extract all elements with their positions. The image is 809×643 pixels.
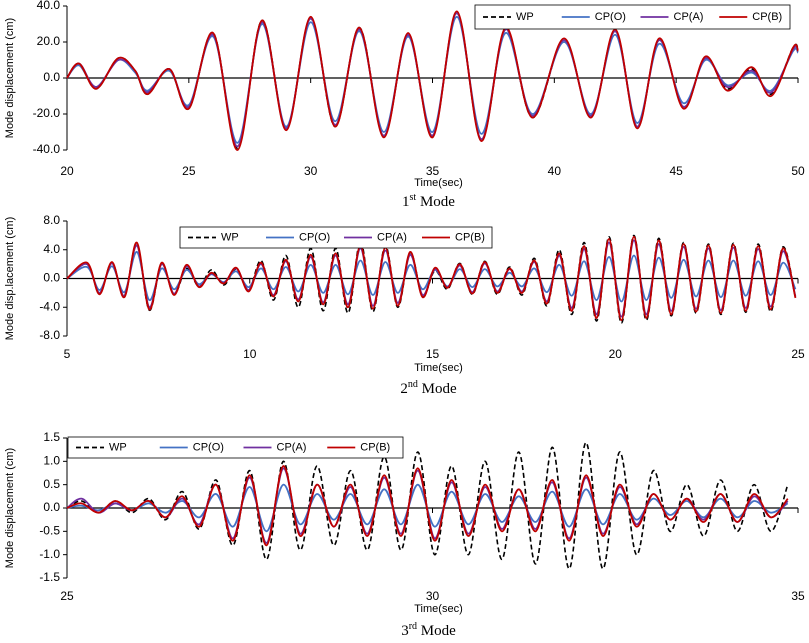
y-tick-label: 0.5 [43,477,60,491]
legend-label: CP(O) [193,441,224,453]
y-tick-label: -0.5 [39,524,60,538]
x-tick-label: 45 [669,164,683,178]
caption-number: 1 [402,194,410,210]
x-axis-label: Time(sec) [414,177,462,189]
y-tick-label: 40.0 [37,0,61,12]
caption: 3rd Mode [401,621,456,639]
x-tick-label: 25 [182,164,196,178]
x-tick-label: 20 [60,164,74,178]
y-tick-label: -40.0 [33,142,61,156]
x-tick-label: 15 [426,347,440,361]
y-tick-label: 0.0 [43,70,60,84]
legend-label: CP(A) [277,441,307,453]
legend-label: WP [221,231,239,243]
caption-text: Mode [421,623,456,639]
y-tick-label: 0.0 [43,271,60,285]
y-axis-label: Mode displacement (cm) [4,448,16,568]
x-tick-label: 40 [548,164,562,178]
caption-number: 3 [401,623,409,639]
caption-suffix: rd [409,621,417,632]
x-tick-label: 25 [791,347,805,361]
caption-number: 2 [400,381,408,397]
series-line [66,235,797,322]
caption-suffix: st [410,192,417,203]
x-tick-label: 50 [791,164,805,178]
caption: 1st Mode [402,192,455,210]
y-tick-label: -1.5 [39,570,60,584]
x-tick-label: 35 [426,164,440,178]
legend-box [179,226,493,249]
legend-label: CP(B) [455,231,485,243]
y-tick-label: -8.0 [39,328,60,342]
legend-box [67,436,404,459]
chart-panel: -8.0 -4.0 0.0 4.0 8.0 5 10 15 20 25 Mode disp.lace… [4,213,805,397]
chart-panel: -40.0 -20.0 0.0 20.0 40.0 20 25 30 35 40 45 50 Mode … [4,0,805,210]
legend: WP CP(O) CP(A) CP(B) [67,436,404,459]
legend-label: WP [109,441,127,453]
caption: 2nd Mode [400,379,457,397]
chart-panel: -1.5 -1.0 -0.5 0.0 0.5 1.0 1.5 25 30 35 Mode displ… [4,430,805,639]
y-axis-label: Mode disp.lacement (cm) [4,217,16,341]
x-tick-label: 25 [60,589,74,603]
series-line [66,10,799,151]
x-tick-label: 35 [791,589,805,603]
x-tick-label: 30 [426,589,440,603]
legend-label: CP(A) [377,231,407,243]
y-tick-label: 0.0 [43,500,60,514]
y-tick-label: -4.0 [39,299,60,313]
y-tick-label: 8.0 [43,213,60,227]
legend-label: CP(O) [299,231,330,243]
legend-label: CP(O) [595,11,626,23]
y-tick-label: 1.0 [43,454,60,468]
y-tick-label: 20.0 [37,34,61,48]
caption-suffix: nd [408,379,418,390]
legend: WP CP(O) CP(A) CP(B) [474,4,791,30]
y-axis-label: Mode displacement (cm) [4,18,16,138]
legend-box [474,4,791,30]
legend-label: CP(B) [752,11,782,23]
y-tick-label: 4.0 [43,242,60,256]
caption-text: Mode [420,194,455,210]
legend-label: CP(B) [360,441,390,453]
y-tick-label: -1.0 [39,547,60,561]
legend-label: WP [516,11,534,23]
legend: WP CP(O) CP(A) CP(B) [179,226,493,249]
series-line [66,465,789,547]
y-tick-label: -20.0 [33,106,61,120]
x-tick-label: 10 [243,347,257,361]
x-tick-label: 30 [304,164,318,178]
legend-label: CP(A) [674,11,704,23]
y-tick-label: 1.5 [43,430,60,444]
x-axis-label: Time(sec) [414,362,462,374]
caption-text: Mode [422,381,457,397]
x-tick-label: 20 [609,347,623,361]
x-axis-label: Time(sec) [414,603,462,615]
x-tick-label: 5 [64,347,71,361]
